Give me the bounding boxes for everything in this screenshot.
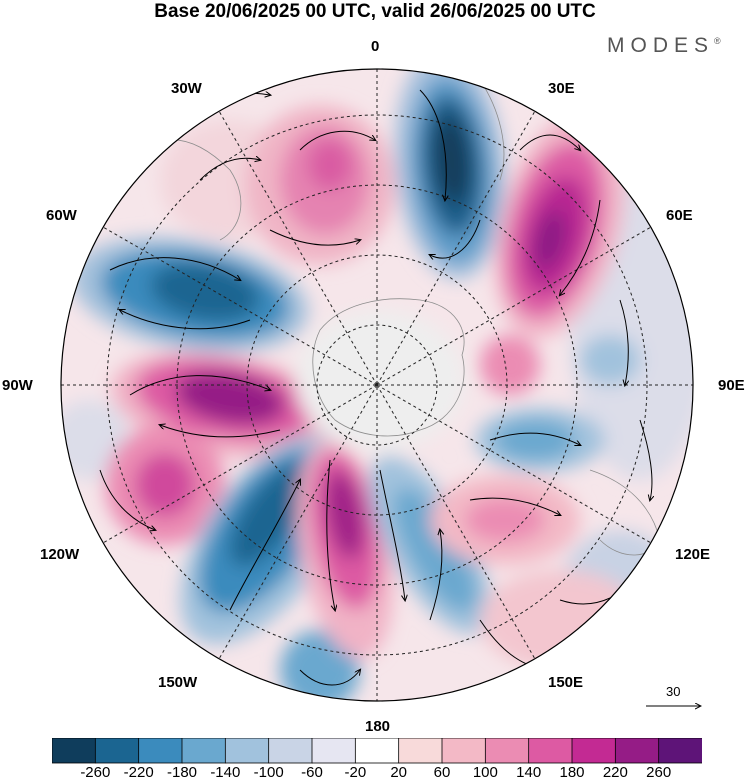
colorbar-swatch	[94, 738, 140, 764]
lon-label-30e: 30E	[548, 80, 575, 97]
map-boundary	[60, 68, 694, 702]
colorbar-swatch	[398, 738, 443, 764]
lon-label-150e: 150E	[548, 674, 584, 691]
colorbar-tick-label: -260	[80, 764, 111, 781]
modes-logo: MODES®	[607, 34, 721, 58]
colorbar-tick-label: -100	[253, 764, 284, 781]
lon-label-120w: 120W	[40, 546, 80, 563]
colorbar-tick-label: -220	[123, 764, 154, 781]
map-field	[61, 69, 693, 701]
colorbar-swatch	[311, 738, 357, 764]
colorbar-swatch	[441, 738, 487, 764]
lon-label-150w: 150W	[158, 674, 198, 691]
colorbar-tick-label: 220	[602, 764, 628, 781]
lon-label-0: 0	[371, 38, 380, 55]
colorbar-swatch	[52, 738, 97, 764]
colorbar-swatch	[268, 738, 313, 764]
lon-label-30w: 30W	[171, 80, 202, 97]
colorbar	[52, 738, 702, 764]
colorbar-swatch	[528, 738, 573, 764]
lon-label-90w: 90W	[2, 377, 33, 394]
registered-mark: ®	[714, 36, 721, 46]
colorbar-tick-label: -140	[210, 764, 241, 781]
brand-text: MODES	[607, 34, 715, 57]
map-title: Base 20/06/2025 00 UTC, valid 26/06/2025…	[154, 1, 596, 22]
lon-label-120e: 120E	[675, 546, 711, 563]
colorbar-labels: -260 -220 -180 -140 -100 -60 -20 20 60 100 140 180 2…	[0, 764, 750, 783]
lon-label-60w: 60W	[46, 207, 77, 224]
colorbar-tick-label: 60	[433, 764, 451, 781]
colorbar-swatch	[614, 738, 660, 764]
colorbar-tick-label: 260	[646, 764, 672, 781]
colorbar-tick-label: 100	[472, 764, 498, 781]
anomaly-shading	[61, 69, 693, 701]
reference-vector-label: 30	[666, 684, 681, 699]
colorbar-tick-label: -20	[344, 764, 367, 781]
colorbar-swatch	[484, 738, 530, 764]
colorbar-swatch	[658, 738, 702, 764]
colorbar-swatch	[571, 738, 617, 764]
lon-label-90e: 90E	[718, 377, 745, 394]
colorbar-tick-label: 180	[559, 764, 585, 781]
graticule	[61, 69, 693, 701]
colorbar-tick-label: 20	[390, 764, 407, 781]
colorbar-swatch	[224, 738, 270, 764]
colorbar-swatch	[138, 738, 183, 764]
colorbar-tick-label: -60	[301, 764, 323, 781]
lon-label-60e: 60E	[666, 207, 693, 224]
colorbar-tick-label: 140	[516, 764, 542, 781]
colorbar-swatch	[354, 738, 400, 764]
colorbar-swatch	[181, 738, 227, 764]
lon-label-180: 180	[365, 718, 391, 735]
colorbar-tick-label: -180	[166, 764, 198, 781]
